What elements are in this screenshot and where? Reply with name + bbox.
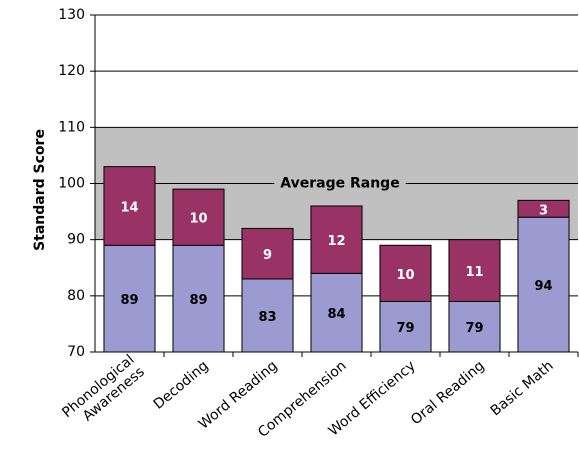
data-label: 10 [189, 212, 207, 227]
bar-segment [379, 300, 432, 353]
x-tick-line: Oral Reading [408, 358, 488, 428]
bar-segment [310, 205, 363, 274]
bar-segment [241, 278, 294, 353]
data-label: 10 [396, 268, 414, 283]
data-label: 79 [396, 321, 414, 336]
x-tick-label: Decoding [151, 358, 212, 413]
average-range-label: Average Range [280, 176, 399, 192]
y-tick-label: 130 [58, 7, 85, 23]
bar-segment [448, 239, 501, 302]
data-label: 83 [258, 310, 276, 325]
data-label: 79 [465, 321, 483, 336]
y-tick-label: 100 [58, 176, 85, 192]
bar-segment [172, 188, 225, 246]
y-tick-label: 120 [58, 63, 85, 79]
bar-segment [172, 244, 225, 353]
x-tick-line: Decoding [151, 358, 212, 413]
data-label: 84 [327, 307, 345, 322]
y-tick-label: 110 [58, 119, 85, 135]
y-tick-label: 80 [67, 288, 85, 304]
x-tick-line: Basic Math [488, 358, 557, 419]
bar-segment [517, 199, 570, 218]
bar-segment [103, 166, 156, 246]
x-tick-label: Basic Math [488, 358, 557, 419]
bar-segment [517, 216, 570, 353]
data-label: 3 [539, 203, 548, 218]
bar-segment [448, 300, 501, 353]
data-label: 94 [534, 279, 552, 294]
y-axis-title: Standard Score [32, 129, 48, 251]
data-label: 11 [465, 265, 483, 280]
data-label: 12 [327, 234, 345, 249]
label-background [274, 173, 406, 194]
bar-segment [103, 244, 156, 353]
data-label: 14 [120, 200, 138, 215]
data-label: 89 [120, 293, 138, 308]
y-tick-label: 90 [67, 232, 85, 248]
data-label: 9 [263, 248, 272, 263]
bar-segment [310, 272, 363, 353]
data-label: 89 [189, 293, 207, 308]
y-tick-label: 70 [67, 344, 85, 360]
x-tick-label: PhonologicalAwareness [59, 352, 148, 434]
x-tick-label: Oral Reading [408, 358, 488, 428]
bar-segment [379, 244, 432, 302]
bar-segment [241, 227, 294, 280]
